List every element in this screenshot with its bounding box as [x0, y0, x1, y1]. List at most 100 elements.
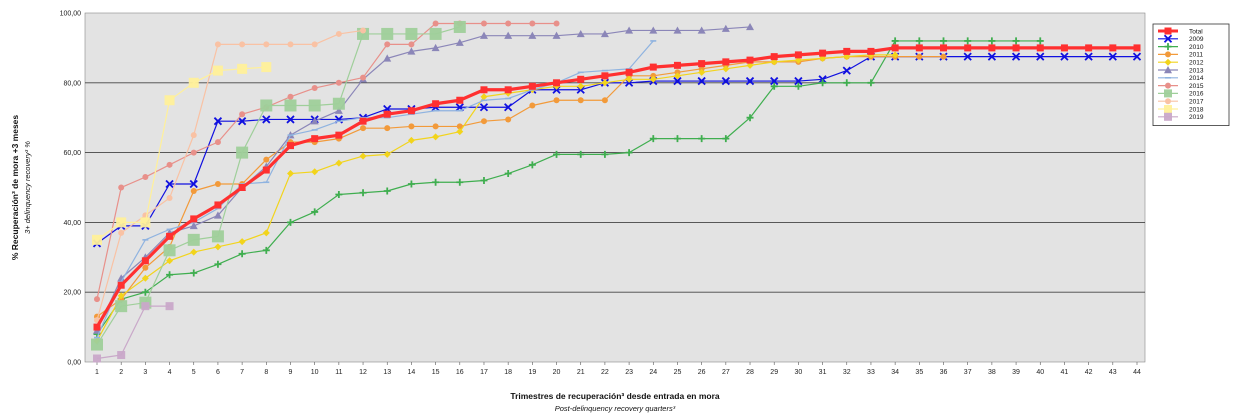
- series-line-2016: [96, 26, 460, 345]
- data-point-2017: [239, 41, 246, 48]
- legend-item-2016: 2016: [1158, 89, 1204, 98]
- data-point-2013: [407, 47, 416, 55]
- data-point-2012: [335, 159, 343, 167]
- data-point-total: [93, 323, 101, 331]
- x-tick-label: 3: [143, 369, 147, 376]
- x-tick-label: 19: [528, 369, 536, 376]
- x-tick-label: 10: [311, 369, 319, 376]
- data-point-2015: [529, 20, 536, 27]
- data-point-total: [214, 201, 222, 209]
- data-point-2016: [163, 244, 176, 257]
- data-point-total: [1012, 44, 1020, 52]
- data-point-2010: [891, 37, 899, 45]
- data-point-2011: [456, 123, 463, 130]
- data-point-2012: [625, 75, 633, 83]
- data-point-2009: [1011, 52, 1021, 61]
- data-point-2011: [577, 97, 584, 104]
- x-tick-label: 7: [240, 369, 244, 376]
- data-point-2016: [211, 230, 224, 243]
- y-tick-label: 80,00: [63, 80, 81, 87]
- series-total: [93, 44, 1141, 331]
- data-point-total: [673, 61, 681, 69]
- data-point-2010: [190, 269, 198, 277]
- data-point-2017: [214, 41, 221, 48]
- data-point-total: [1036, 44, 1044, 52]
- data-point-2015: [190, 149, 197, 156]
- x-axis-subtitle: Post-delinquency recovery quarters³: [555, 404, 676, 413]
- data-point-total: [141, 257, 149, 265]
- legend-marker: [1163, 34, 1173, 43]
- x-tick-label: 6: [216, 369, 220, 376]
- data-point-2011: [142, 264, 149, 271]
- x-tick-label: 8: [264, 369, 268, 376]
- data-point-2009: [794, 76, 803, 86]
- x-tick-label: 39: [1012, 369, 1020, 376]
- legend-item-2014: 2014: [1158, 75, 1204, 82]
- data-point-2009: [1132, 52, 1142, 61]
- data-point-2012: [698, 68, 706, 76]
- data-point-2015: [360, 74, 367, 81]
- series-2015: [94, 20, 560, 303]
- data-point-total: [770, 53, 778, 61]
- data-point-2013: [576, 29, 585, 38]
- x-tick-label: 23: [625, 369, 633, 376]
- data-point-2012: [432, 133, 440, 141]
- data-point-2013: [117, 274, 126, 282]
- data-point-2017: [311, 41, 318, 48]
- legend-marker: [1164, 112, 1172, 121]
- data-point-2019: [117, 351, 126, 360]
- data-point-2013: [189, 221, 198, 230]
- y-tick-label: 20,00: [63, 290, 81, 297]
- data-point-2013: [310, 117, 319, 125]
- data-point-2017: [118, 229, 125, 236]
- legend-item-2019: 2019: [1158, 112, 1204, 121]
- data-point-2017: [166, 194, 173, 201]
- x-tick-label: 4: [168, 369, 172, 376]
- data-point-2010: [238, 250, 246, 258]
- legend-marker: [1165, 51, 1171, 58]
- legend-marker: [1164, 89, 1172, 98]
- x-tick-label: 35: [915, 369, 923, 376]
- legend-marker: [1164, 105, 1172, 113]
- data-point-2010: [262, 246, 270, 254]
- data-point-2011: [190, 187, 197, 194]
- legend-label: 2014: [1189, 75, 1204, 82]
- data-point-2010: [359, 189, 367, 197]
- data-point-2011: [505, 116, 512, 123]
- data-point-2016: [260, 99, 273, 112]
- series-line-2013: [96, 26, 751, 331]
- data-point-2013: [746, 22, 755, 31]
- data-point-2010: [722, 135, 730, 143]
- data-point-2009: [479, 103, 489, 112]
- data-point-2011: [601, 97, 608, 104]
- legend-item-2011: 2011: [1158, 51, 1203, 59]
- data-point-total: [238, 184, 246, 191]
- data-point-2017: [360, 27, 367, 34]
- x-tick-label: 1: [95, 369, 99, 376]
- series-line-2011: [96, 56, 944, 318]
- data-point-2018: [261, 62, 272, 73]
- data-point-2012: [166, 257, 174, 265]
- data-point-2012: [311, 168, 319, 176]
- data-point-total: [698, 60, 706, 68]
- x-tick-label: 5: [192, 369, 196, 376]
- data-point-total: [577, 75, 585, 83]
- series-line-2015: [96, 22, 557, 300]
- data-point-2012: [407, 136, 415, 144]
- data-point-total: [819, 49, 827, 57]
- data-point-2009: [770, 76, 779, 86]
- data-point-2013: [649, 26, 658, 34]
- data-point-2009: [1084, 52, 1093, 61]
- data-point-total: [843, 47, 851, 55]
- data-point-2010: [553, 150, 561, 158]
- x-tick-label: 18: [504, 369, 512, 376]
- data-point-2009: [963, 52, 972, 61]
- data-point-2015: [214, 139, 221, 146]
- data-point-2017: [335, 30, 342, 37]
- data-point-total: [1133, 44, 1141, 52]
- x-tick-label: 31: [819, 369, 827, 376]
- data-point-total: [190, 215, 198, 223]
- series-2018: [92, 62, 272, 245]
- data-point-2009: [842, 66, 851, 75]
- data-point-total: [359, 117, 367, 125]
